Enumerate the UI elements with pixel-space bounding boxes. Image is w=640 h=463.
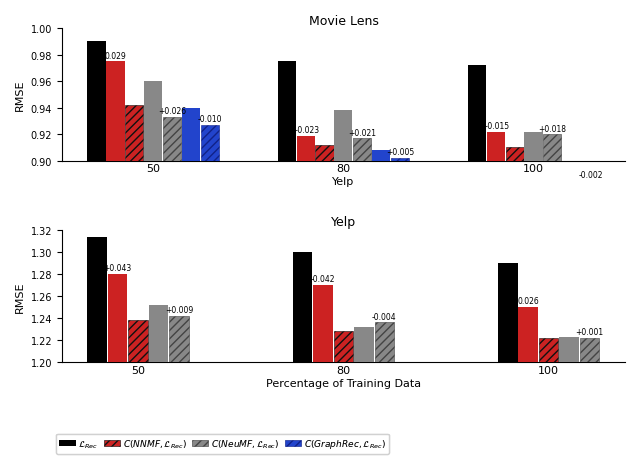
- Text: +0.005: +0.005: [386, 148, 415, 157]
- Text: 0.029: 0.029: [104, 51, 126, 61]
- Text: 0.026: 0.026: [517, 297, 539, 306]
- Bar: [88, 42, 106, 463]
- Bar: [524, 132, 543, 463]
- Bar: [391, 159, 410, 463]
- Y-axis label: RMSE: RMSE: [15, 281, 25, 312]
- Text: +0.043: +0.043: [104, 263, 132, 273]
- Legend: $\mathcal{L}_{Rec}$, $C(NNMF, \mathcal{L}_{Rec})$, $C(NeuMF, \mathcal{L}_{Rec})$: $\mathcal{L}_{Rec}$, $C(NNMF, \mathcal{L…: [56, 434, 389, 454]
- Y-axis label: RMSE: RMSE: [15, 80, 25, 111]
- Text: +0.021: +0.021: [348, 128, 376, 137]
- Bar: [486, 132, 504, 463]
- Title: Yelp: Yelp: [331, 216, 356, 229]
- Text: -0.002: -0.002: [578, 170, 603, 180]
- Bar: [374, 323, 394, 463]
- Text: +0.009: +0.009: [165, 306, 193, 314]
- Bar: [581, 181, 600, 463]
- Bar: [563, 179, 580, 463]
- X-axis label: Percentage of Training Data: Percentage of Training Data: [266, 378, 421, 388]
- Bar: [543, 135, 561, 463]
- Text: -0.042: -0.042: [311, 275, 335, 284]
- Legend: NNMF, NeuMF, GraphRec: NNMF, NeuMF, GraphRec: [56, 461, 243, 463]
- Bar: [498, 263, 518, 463]
- Bar: [125, 106, 143, 463]
- Bar: [129, 320, 148, 463]
- Text: -0.010: -0.010: [198, 115, 223, 124]
- Text: +0.001: +0.001: [575, 327, 604, 337]
- Text: +0.026: +0.026: [158, 107, 186, 116]
- Bar: [559, 337, 579, 463]
- Bar: [580, 338, 600, 463]
- Bar: [170, 316, 189, 463]
- Text: +0.023: +0.023: [291, 125, 319, 135]
- Bar: [372, 151, 390, 463]
- Bar: [106, 62, 125, 463]
- Bar: [149, 305, 168, 463]
- Bar: [539, 338, 559, 463]
- Bar: [333, 332, 353, 463]
- Bar: [316, 145, 333, 463]
- Bar: [313, 285, 333, 463]
- Bar: [182, 108, 200, 463]
- X-axis label: Yelp: Yelp: [332, 177, 355, 187]
- Bar: [506, 148, 524, 463]
- Bar: [145, 82, 163, 463]
- Bar: [88, 238, 107, 463]
- Text: +0.018: +0.018: [538, 125, 566, 133]
- Bar: [292, 252, 312, 463]
- Text: -0.004: -0.004: [372, 312, 397, 321]
- Bar: [468, 66, 486, 463]
- Bar: [278, 62, 296, 463]
- Bar: [108, 274, 127, 463]
- Bar: [296, 136, 315, 463]
- Bar: [518, 307, 538, 463]
- Bar: [201, 125, 220, 463]
- Title: Movie Lens: Movie Lens: [308, 15, 378, 28]
- Bar: [163, 118, 181, 463]
- Text: +0.015: +0.015: [481, 122, 509, 131]
- Bar: [354, 327, 374, 463]
- Bar: [353, 139, 371, 463]
- Bar: [335, 111, 353, 463]
